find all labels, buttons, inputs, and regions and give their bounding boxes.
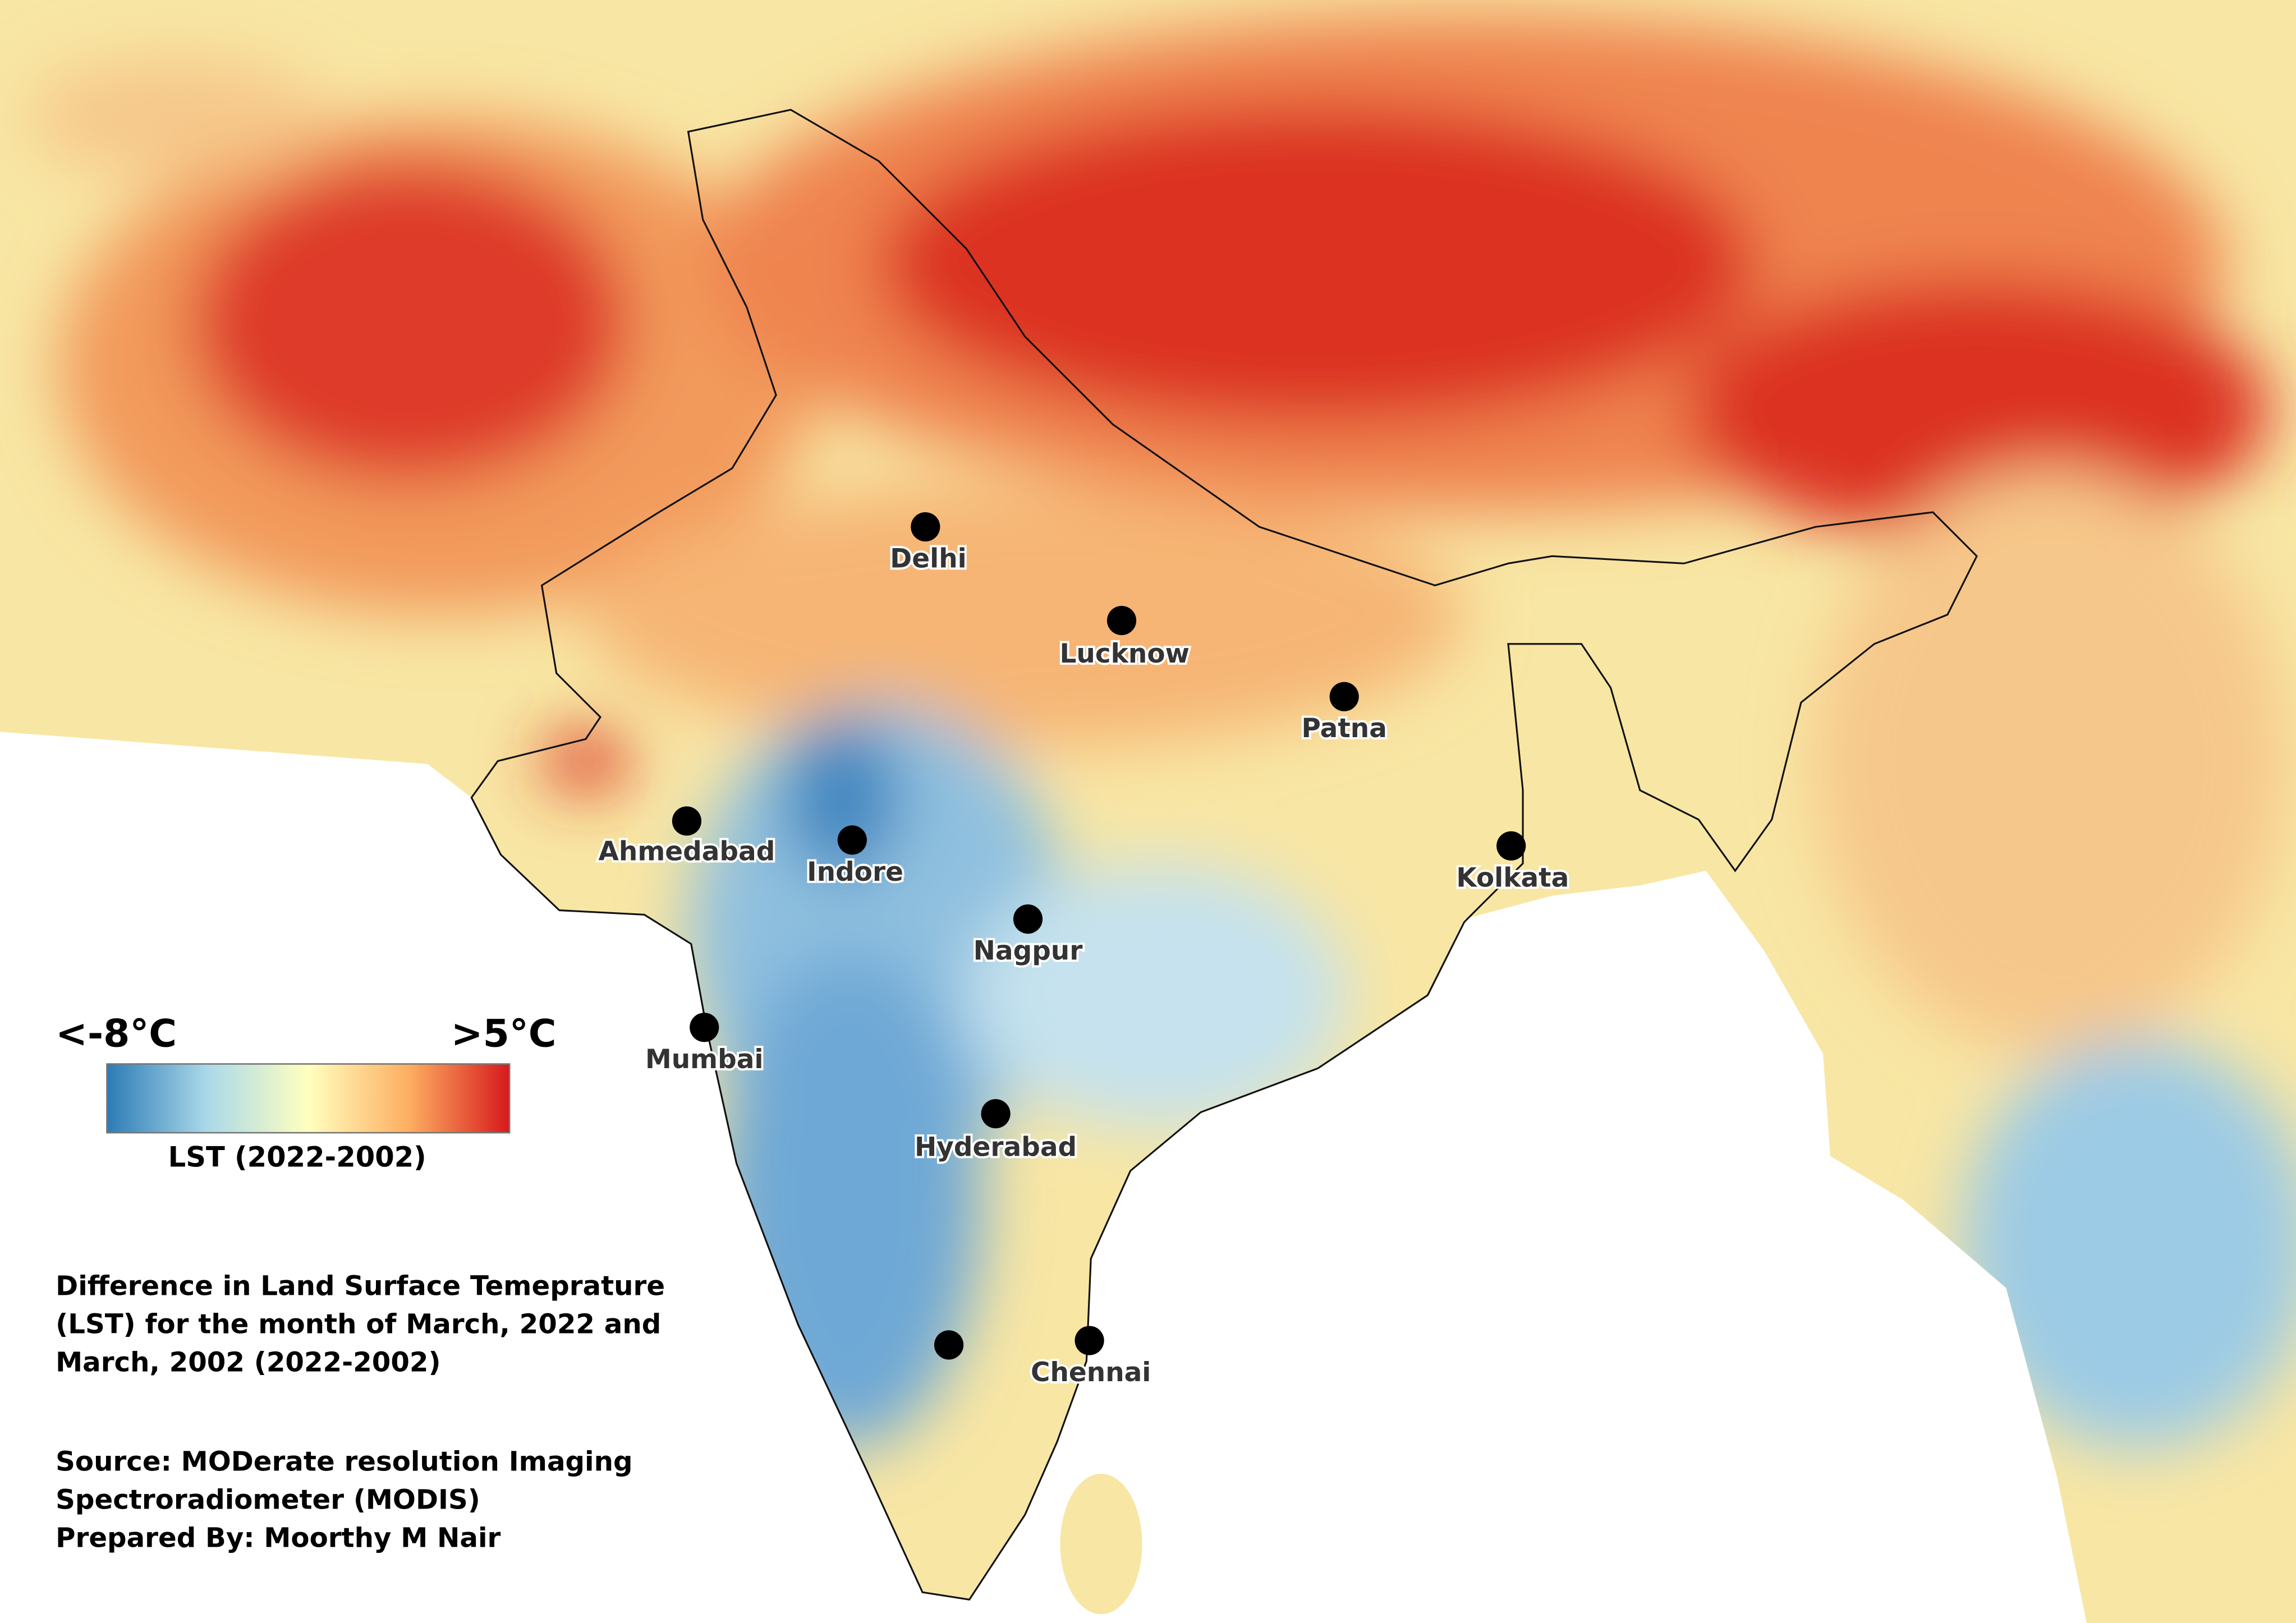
city-label: Mumbai bbox=[645, 1044, 764, 1075]
source-line: Source: MODerate resolution Imaging bbox=[56, 1446, 632, 1478]
title-line: (LST) for the month of March, 2022 and bbox=[56, 1308, 661, 1340]
description: Difference in Land Surface Temeprature (… bbox=[56, 1271, 665, 1554]
india-border bbox=[470, 108, 1978, 1601]
city-label: Delhi bbox=[890, 544, 966, 574]
city-dot bbox=[911, 512, 940, 542]
city-dot bbox=[934, 1330, 964, 1360]
city-dot bbox=[1106, 605, 1137, 636]
city-dot bbox=[981, 1099, 1011, 1129]
city-label: Hyderabad bbox=[915, 1132, 1077, 1162]
city-label: Patna bbox=[1301, 713, 1386, 744]
city-label: Nagpur bbox=[973, 936, 1083, 967]
legend-title: LST (2022-2002) bbox=[168, 1141, 426, 1174]
city-dot bbox=[1496, 831, 1526, 861]
legend-min-label: <-8°C bbox=[56, 1011, 177, 1055]
city-dot bbox=[1074, 1326, 1104, 1355]
title-line: March, 2002 (2022-2002) bbox=[56, 1346, 440, 1378]
cities: Delhi Lucknow Patna Ahmedabad Indore Kolkata N… bbox=[596, 512, 1571, 1390]
source-line: Spectroradiometer (MODIS) bbox=[56, 1484, 480, 1515]
title-line: Difference in Land Surface Temeprature bbox=[56, 1271, 665, 1302]
city-label: Kolkata bbox=[1456, 862, 1569, 893]
city-dot bbox=[1329, 682, 1359, 711]
city-label: Ahmedabad bbox=[599, 836, 775, 867]
city-dot bbox=[672, 806, 702, 836]
city-dot bbox=[1013, 904, 1043, 934]
city-label: Indore bbox=[807, 857, 903, 888]
legend: <-8°C >5°C LST (2022-2002) bbox=[56, 1011, 556, 1173]
source-line: Prepared By: Moorthy M Nair bbox=[56, 1522, 500, 1553]
legend-max-label: >5°C bbox=[451, 1011, 557, 1055]
city-label: Chennai bbox=[1031, 1357, 1151, 1388]
city-dot bbox=[837, 825, 867, 855]
city-dot bbox=[690, 1013, 719, 1042]
city-label: Lucknow bbox=[1059, 638, 1190, 669]
legend-colorbar bbox=[106, 1063, 511, 1134]
